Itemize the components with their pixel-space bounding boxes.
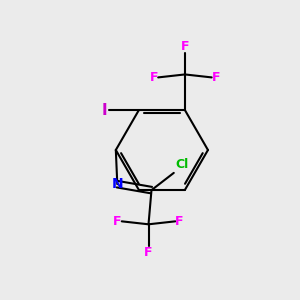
Text: I: I [101,103,107,118]
Text: F: F [175,215,184,228]
Text: F: F [150,71,158,84]
Text: F: F [212,71,220,84]
Text: N: N [112,177,123,191]
Text: F: F [181,40,189,53]
Text: F: F [113,215,122,228]
Text: Cl: Cl [175,158,188,171]
Text: F: F [144,246,153,259]
